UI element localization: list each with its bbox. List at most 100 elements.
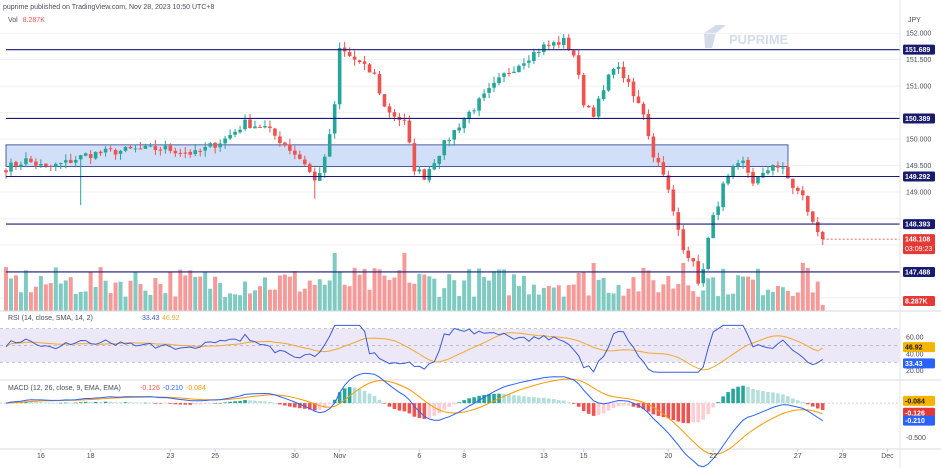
volume-bar bbox=[253, 290, 257, 311]
candle-body bbox=[497, 77, 501, 84]
macd-histogram-bar bbox=[701, 403, 705, 420]
candle-body bbox=[606, 74, 611, 91]
volume-bar bbox=[297, 291, 302, 311]
volume-bar bbox=[83, 291, 88, 311]
macd-signal-value-label: -0.084 bbox=[186, 385, 206, 392]
macd-histogram-bar bbox=[537, 397, 541, 404]
macd-histogram-bar bbox=[188, 403, 193, 405]
macd-signal-tag: -0.210 bbox=[905, 418, 925, 425]
candle-body bbox=[263, 126, 267, 128]
macd-histogram-bar bbox=[487, 394, 491, 404]
candle-body bbox=[402, 119, 407, 121]
volume-bar bbox=[571, 284, 576, 311]
candles bbox=[4, 34, 825, 287]
macd-histogram-bar bbox=[661, 403, 666, 418]
macd-histogram-bar bbox=[68, 402, 73, 404]
candle-body bbox=[228, 135, 232, 139]
macd-histogram-bar bbox=[347, 387, 352, 404]
candle-body bbox=[641, 103, 646, 115]
candle-body bbox=[68, 159, 73, 164]
macd-histogram-bar bbox=[796, 400, 800, 404]
volume-bar bbox=[238, 295, 243, 311]
volume-bar bbox=[158, 283, 163, 311]
candle-body bbox=[721, 183, 725, 208]
volume-bar bbox=[262, 277, 267, 311]
macd-histogram-bar bbox=[492, 393, 496, 404]
macd-histogram-bar bbox=[681, 403, 686, 423]
macd-histogram-bar bbox=[402, 403, 407, 412]
time-tick-label: 8 bbox=[462, 453, 466, 460]
volume-bar bbox=[103, 280, 108, 311]
volume-bar bbox=[28, 292, 33, 311]
volume-bar bbox=[472, 296, 477, 311]
volume-bar bbox=[731, 293, 736, 311]
level-price-tag: 150.389 bbox=[905, 116, 930, 123]
candle-body bbox=[741, 160, 745, 164]
time-tick-label: 25 bbox=[211, 453, 219, 460]
macd-histogram-bar bbox=[556, 400, 561, 404]
macd-histogram-bar bbox=[751, 388, 755, 404]
volume-bar bbox=[546, 285, 551, 311]
volume-bar bbox=[561, 296, 566, 311]
macd-histogram-bar bbox=[437, 403, 442, 414]
macd-value-tag: -0.126 bbox=[905, 410, 925, 417]
volume-bar bbox=[800, 263, 805, 311]
candle-body bbox=[178, 152, 183, 154]
level-price-tag: 147.488 bbox=[905, 269, 930, 276]
candle-body bbox=[661, 162, 666, 175]
volume-bar bbox=[173, 296, 178, 311]
volume-bar bbox=[566, 285, 571, 311]
macd-histogram-bar bbox=[801, 401, 805, 404]
macd-histogram-bar bbox=[581, 403, 586, 412]
candle-body bbox=[303, 159, 307, 165]
candle-body bbox=[522, 63, 526, 66]
volume-bar bbox=[4, 267, 8, 311]
volume-bar bbox=[736, 275, 741, 311]
candle-body bbox=[547, 44, 551, 46]
macd-histogram-bar bbox=[771, 392, 775, 404]
volume-bar bbox=[412, 283, 417, 311]
volume-bar bbox=[795, 292, 800, 311]
candle-body bbox=[288, 144, 292, 151]
candle-body bbox=[771, 165, 775, 171]
countdown-tag: 03:09:23 bbox=[905, 246, 932, 253]
volume-bar bbox=[516, 286, 521, 311]
candle-body bbox=[631, 81, 636, 97]
candle-body bbox=[293, 150, 297, 155]
macd-histogram-bar bbox=[83, 401, 88, 404]
macd-histogram-bar bbox=[616, 403, 621, 407]
macd-histogram-bar bbox=[666, 403, 671, 419]
volume-bar bbox=[656, 292, 661, 311]
volume-bar bbox=[213, 276, 218, 311]
time-tick-label: Dec bbox=[881, 453, 894, 460]
macd-histogram-bar bbox=[58, 402, 63, 404]
volume-bar bbox=[646, 270, 651, 311]
macd-histogram-bar bbox=[213, 403, 217, 404]
macd-hist-tag-bg bbox=[903, 395, 935, 406]
macd-histogram-bar bbox=[731, 388, 735, 404]
candle-body bbox=[646, 113, 651, 137]
volume-bar bbox=[631, 277, 636, 311]
volume-bar bbox=[8, 278, 13, 311]
volume-bar bbox=[755, 268, 760, 311]
candle-body bbox=[208, 143, 212, 147]
volume-bar bbox=[143, 290, 148, 311]
macd-histogram-bar bbox=[243, 399, 247, 404]
brand-watermark: PUPRIME bbox=[704, 25, 789, 48]
macd-histogram-bar bbox=[631, 403, 636, 407]
volume-bar bbox=[721, 268, 726, 311]
volume-bar bbox=[392, 277, 397, 311]
volume-bar bbox=[616, 284, 621, 311]
macd-histogram-bar bbox=[198, 403, 203, 405]
macd-histogram-bar bbox=[571, 403, 576, 404]
volume-bar bbox=[38, 276, 43, 311]
level-price-tag: 148.393 bbox=[905, 222, 930, 229]
volume-bar bbox=[73, 293, 78, 311]
candle-body bbox=[422, 169, 427, 180]
volume-bar bbox=[148, 294, 153, 311]
candle-body bbox=[108, 148, 113, 150]
macd-value-tag-bg bbox=[903, 407, 935, 418]
volume-bar bbox=[452, 280, 457, 311]
macd-histogram-bar bbox=[407, 403, 412, 414]
macd-histogram-bar bbox=[781, 394, 785, 404]
